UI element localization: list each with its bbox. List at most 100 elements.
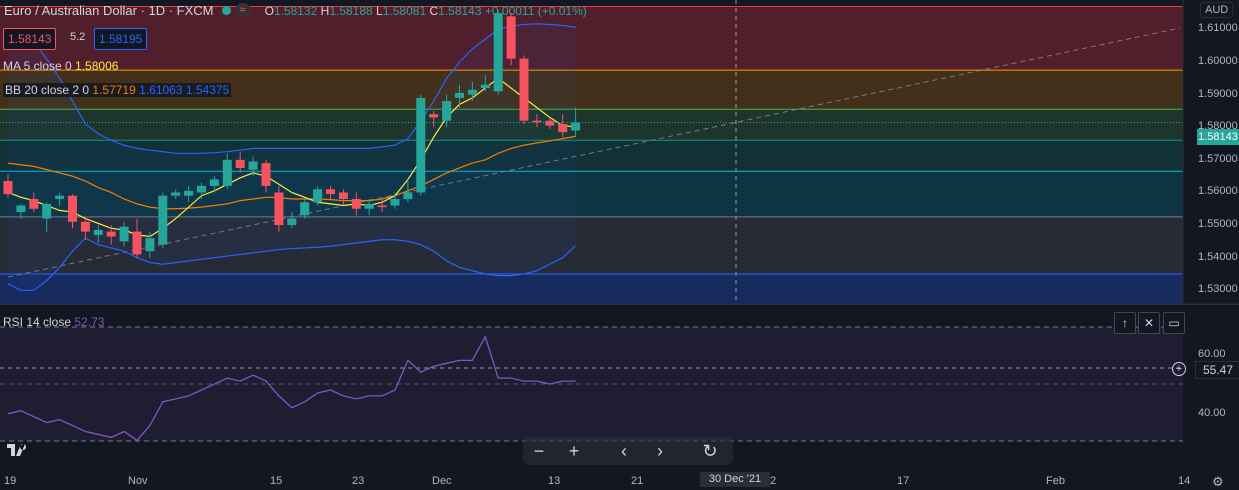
candle bbox=[480, 75, 490, 92]
zoom-in-button[interactable]: + bbox=[568, 441, 580, 461]
candle bbox=[158, 192, 168, 248]
candle bbox=[106, 225, 116, 245]
symbol-title[interactable]: Euro / Australian Dollar · 1D · FXCM bbox=[4, 3, 214, 18]
candle-body bbox=[532, 120, 542, 123]
ma-legend-label: MA 5 close 0 bbox=[3, 59, 72, 73]
rsi-chart[interactable] bbox=[0, 307, 1183, 470]
last-price-tag: 1.58143 bbox=[1197, 129, 1239, 145]
bb-basis-value: 1.57719 bbox=[92, 83, 136, 97]
candle-body bbox=[29, 198, 39, 209]
pane-maximize-button[interactable]: ▭ bbox=[1163, 312, 1185, 334]
candle bbox=[132, 218, 142, 258]
candle-body bbox=[558, 123, 568, 133]
candle bbox=[119, 221, 129, 247]
reset-chart-button[interactable]: ↻ bbox=[702, 441, 718, 461]
candle bbox=[287, 212, 297, 229]
fib-zone-4 bbox=[0, 171, 1183, 217]
rsi-axis-label-60: 60.00 bbox=[1198, 348, 1226, 360]
candle bbox=[93, 225, 103, 244]
settings-gear-icon[interactable]: ⚙ bbox=[1212, 474, 1224, 489]
candle bbox=[197, 182, 206, 199]
time-axis-label: Nov bbox=[128, 475, 148, 487]
candle-body bbox=[403, 192, 413, 199]
candle bbox=[300, 198, 310, 219]
candle-body bbox=[338, 192, 348, 199]
candle-body bbox=[106, 231, 116, 237]
candle bbox=[519, 55, 529, 124]
candle bbox=[390, 192, 400, 209]
tradingview-logo-icon[interactable] bbox=[5, 440, 31, 462]
candle-body bbox=[442, 101, 452, 121]
rsi-band bbox=[0, 327, 1183, 441]
candle-body bbox=[429, 114, 439, 118]
candle-body bbox=[145, 238, 155, 252]
price-axis-label: 1.57000 bbox=[1198, 152, 1238, 165]
ma-legend-value: 1.58006 bbox=[75, 59, 119, 73]
candle bbox=[261, 159, 271, 193]
candle bbox=[16, 203, 26, 219]
rsi-legend[interactable]: RSI 14 close 52.73 bbox=[3, 315, 104, 329]
candle bbox=[274, 185, 284, 232]
candle bbox=[493, 9, 503, 95]
price-axis-label: 1.53000 bbox=[1198, 283, 1238, 296]
buy-button[interactable]: 1.58195 bbox=[94, 28, 148, 50]
candle bbox=[145, 231, 155, 258]
time-axis-label: 13 bbox=[548, 475, 561, 487]
candle-body bbox=[377, 205, 387, 208]
candle-body bbox=[197, 185, 206, 193]
candle-body bbox=[171, 192, 181, 196]
candle bbox=[545, 117, 555, 129]
ohlc-high: 1.58188 bbox=[329, 3, 373, 18]
candle-body bbox=[80, 221, 90, 232]
candle bbox=[55, 192, 65, 206]
bb-legend[interactable]: BB 20 close 2 0 1.57719 1.61063 1.54375 bbox=[3, 83, 232, 97]
time-axis-label: Dec bbox=[432, 475, 452, 487]
trend-line[interactable] bbox=[7, 27, 1181, 278]
price-axis-label: 1.60000 bbox=[1198, 54, 1238, 67]
bb-legend-label: BB 20 close 2 0 bbox=[5, 83, 90, 97]
price-axis-label: 1.56000 bbox=[1198, 185, 1238, 198]
fib-zone-6 bbox=[0, 274, 1183, 305]
pane-close-button[interactable]: ✕ bbox=[1138, 312, 1160, 334]
ohlc-close: 1.58143 bbox=[438, 3, 482, 18]
ohlc-low: 1.58081 bbox=[382, 3, 427, 18]
ma-polyline bbox=[7, 77, 576, 238]
fibonacci-retracement bbox=[0, 6, 1183, 305]
moving-average-line bbox=[7, 77, 576, 238]
fib-zone-5 bbox=[0, 216, 1183, 275]
zoom-out-button[interactable]: − bbox=[533, 441, 545, 461]
candle-body bbox=[55, 195, 65, 199]
bollinger-upper-line bbox=[7, 23, 576, 154]
bollinger-basis-line bbox=[7, 135, 576, 210]
candle-body bbox=[119, 226, 129, 242]
currency-selector[interactable]: AUD bbox=[1200, 2, 1234, 18]
candle bbox=[377, 198, 387, 213]
candle bbox=[222, 153, 232, 190]
candle bbox=[558, 114, 568, 138]
ma-legend[interactable]: MA 5 close 0 1.58006 bbox=[3, 59, 118, 73]
candle bbox=[235, 151, 245, 173]
symbol-header[interactable]: Euro / Australian Dollar · 1D · FXCM ≈ O… bbox=[4, 3, 587, 18]
add-plus-icon[interactable]: + bbox=[1172, 362, 1186, 376]
candle-body bbox=[209, 179, 219, 186]
fib-zone-3 bbox=[0, 140, 1183, 172]
candle-body bbox=[455, 92, 464, 98]
candle-body bbox=[16, 205, 26, 213]
scroll-right-button[interactable]: › bbox=[657, 441, 663, 461]
candle bbox=[403, 179, 413, 203]
pane-move-up-button[interactable]: ↑ bbox=[1114, 312, 1136, 334]
price-chart[interactable] bbox=[0, 0, 1239, 305]
candle bbox=[313, 185, 323, 206]
candle bbox=[442, 94, 452, 128]
candle bbox=[506, 13, 516, 66]
sell-button[interactable]: 1.58143 bbox=[3, 28, 57, 50]
scroll-left-button[interactable]: ‹ bbox=[621, 441, 627, 461]
rsi-legend-value: 52.73 bbox=[74, 315, 105, 329]
candle-body bbox=[313, 189, 323, 203]
time-axis-label: 14 bbox=[1178, 475, 1191, 487]
ohlc-readout: O1.58132 H1.58188 L1.58081 C1.58143 +0.0… bbox=[264, 3, 587, 18]
candle bbox=[80, 218, 90, 240]
ohlc-open: 1.58132 bbox=[273, 3, 318, 18]
wave-icon[interactable]: ≈ bbox=[234, 3, 251, 18]
candle-body bbox=[571, 122, 581, 131]
